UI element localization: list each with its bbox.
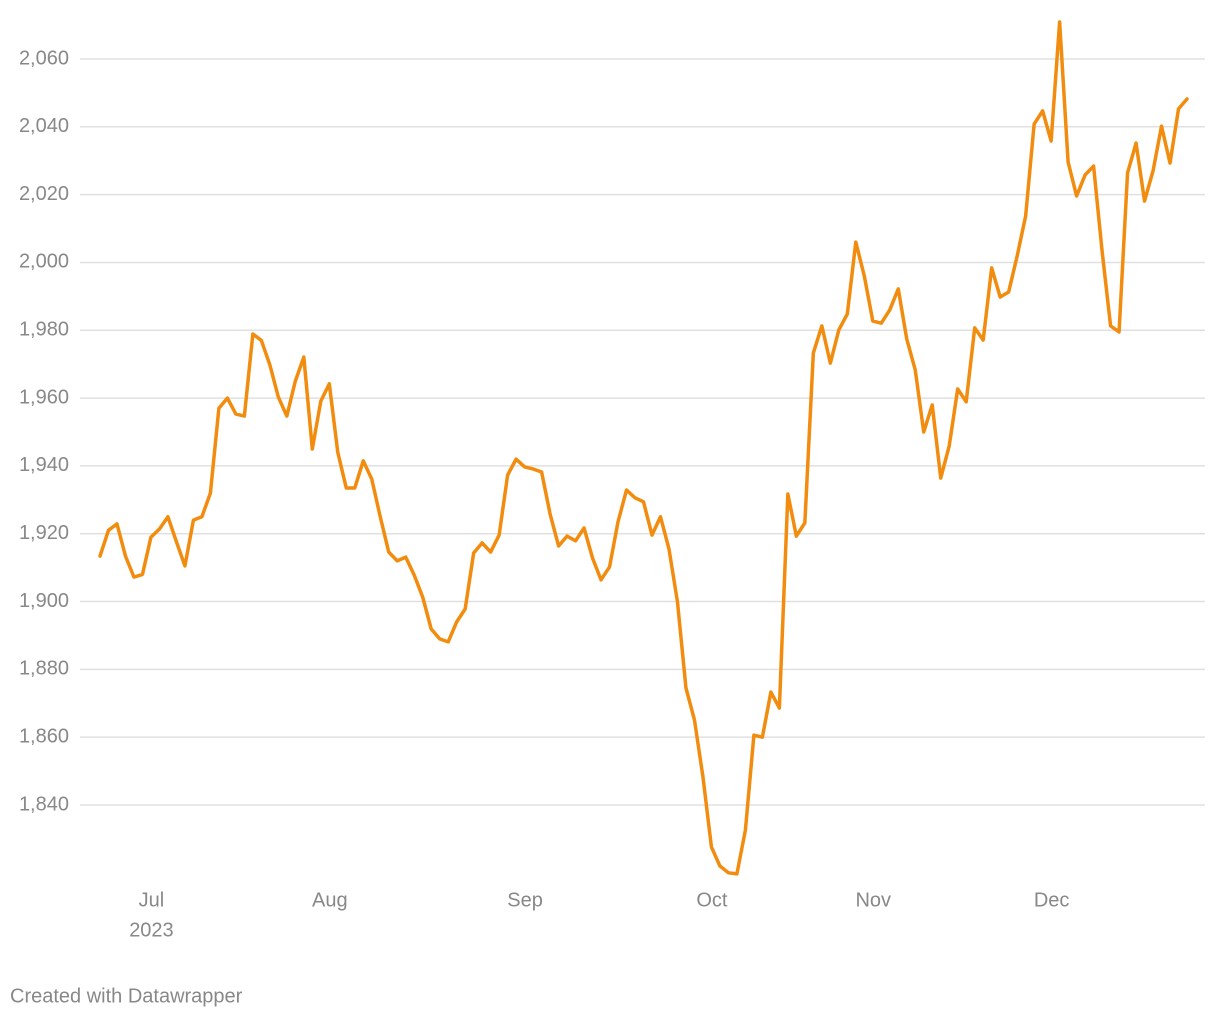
x-tick-label: Oct [696,889,728,911]
y-tick-label: 2,060 [19,47,69,69]
y-tick-label: 1,840 [19,793,69,815]
x-tick-label: Nov [855,889,891,911]
x-tick-label: Aug [312,889,348,911]
y-tick-label: 1,880 [19,658,69,680]
x-tick-label: Sep [507,889,543,911]
y-tick-label: 1,860 [19,725,69,747]
y-tick-label: 1,980 [19,319,69,341]
x-tick-label: Dec [1034,889,1070,911]
y-tick-label: 1,920 [19,522,69,544]
y-tick-label: 1,940 [19,454,69,476]
y-tick-label: 2,020 [19,183,69,205]
footer: Created with Datawrapper [10,985,243,1007]
x-tick-label: Jul [139,889,165,911]
y-tick-label: 2,040 [19,115,69,137]
x-year-label: 2023 [129,919,174,941]
y-tick-label: 2,000 [19,251,69,273]
y-tick-label: 1,900 [19,590,69,612]
y-tick-label: 1,960 [19,386,69,408]
line [98,20,1189,876]
